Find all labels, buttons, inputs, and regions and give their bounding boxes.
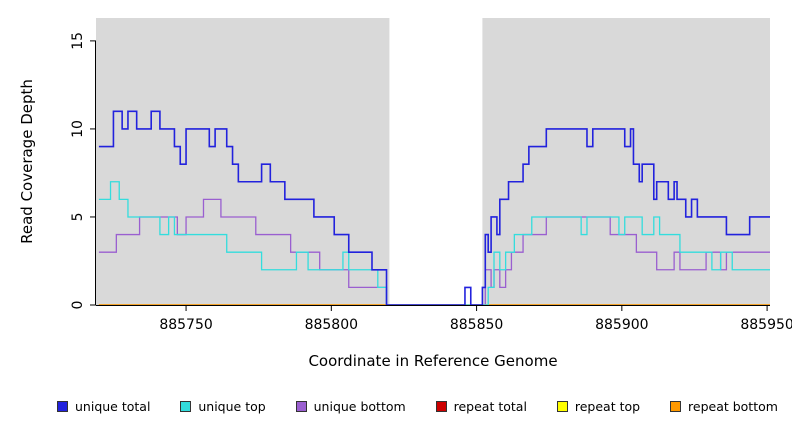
y-axis-label: Read Coverage Depth bbox=[18, 79, 36, 244]
series-line-unique-top bbox=[98, 181, 770, 306]
x-tick-label: 885900 bbox=[595, 317, 648, 333]
legend-label: unique top bbox=[198, 399, 266, 414]
legend-swatch-icon bbox=[435, 401, 447, 412]
legend-item-repeat-top: repeat top bbox=[556, 399, 641, 414]
legend-item-unique-top: unique top bbox=[180, 399, 266, 414]
y-tick-label: 10 bbox=[70, 120, 86, 138]
y-tick-label: 15 bbox=[70, 32, 86, 50]
coverage-step-plot: 885750 885800 885850 885900 885950 0 5 10 15 Read… bbox=[18, 18, 792, 333]
y-tick-label: 0 bbox=[70, 301, 86, 310]
x-tick-label: 885850 bbox=[450, 317, 503, 333]
legend-swatch-icon bbox=[670, 401, 682, 412]
legend-swatch-icon bbox=[57, 401, 68, 412]
legend-item-unique-total: unique total bbox=[57, 399, 150, 414]
x-tick-label: 885950 bbox=[740, 317, 792, 333]
legend-swatch-icon bbox=[556, 401, 568, 412]
legend-item-repeat-bottom: repeat bottom bbox=[670, 399, 778, 414]
x-tick-label: 885750 bbox=[159, 317, 212, 333]
legend-label: unique total bbox=[75, 399, 151, 414]
legend-swatch-icon bbox=[180, 401, 192, 412]
legend-item-unique-bottom: unique bottom bbox=[295, 399, 406, 414]
series-line-unique-total bbox=[98, 110, 770, 306]
legend-label: unique bottom bbox=[313, 399, 406, 414]
y-tick-label: 5 bbox=[70, 213, 86, 222]
chart-legend: unique total unique top unique bottom repea… bbox=[0, 399, 792, 414]
legend-label: repeat top bbox=[574, 399, 641, 414]
legend-swatch-icon bbox=[295, 401, 307, 412]
x-tick-label: 885800 bbox=[305, 317, 358, 333]
coverage-gap-band bbox=[389, 18, 483, 305]
x-axis-label: Coordinate in Reference Genome bbox=[308, 352, 558, 370]
legend-item-repeat-total: repeat total bbox=[435, 399, 527, 414]
legend-label: repeat bottom bbox=[688, 399, 778, 414]
legend-label: repeat total bbox=[453, 399, 527, 414]
